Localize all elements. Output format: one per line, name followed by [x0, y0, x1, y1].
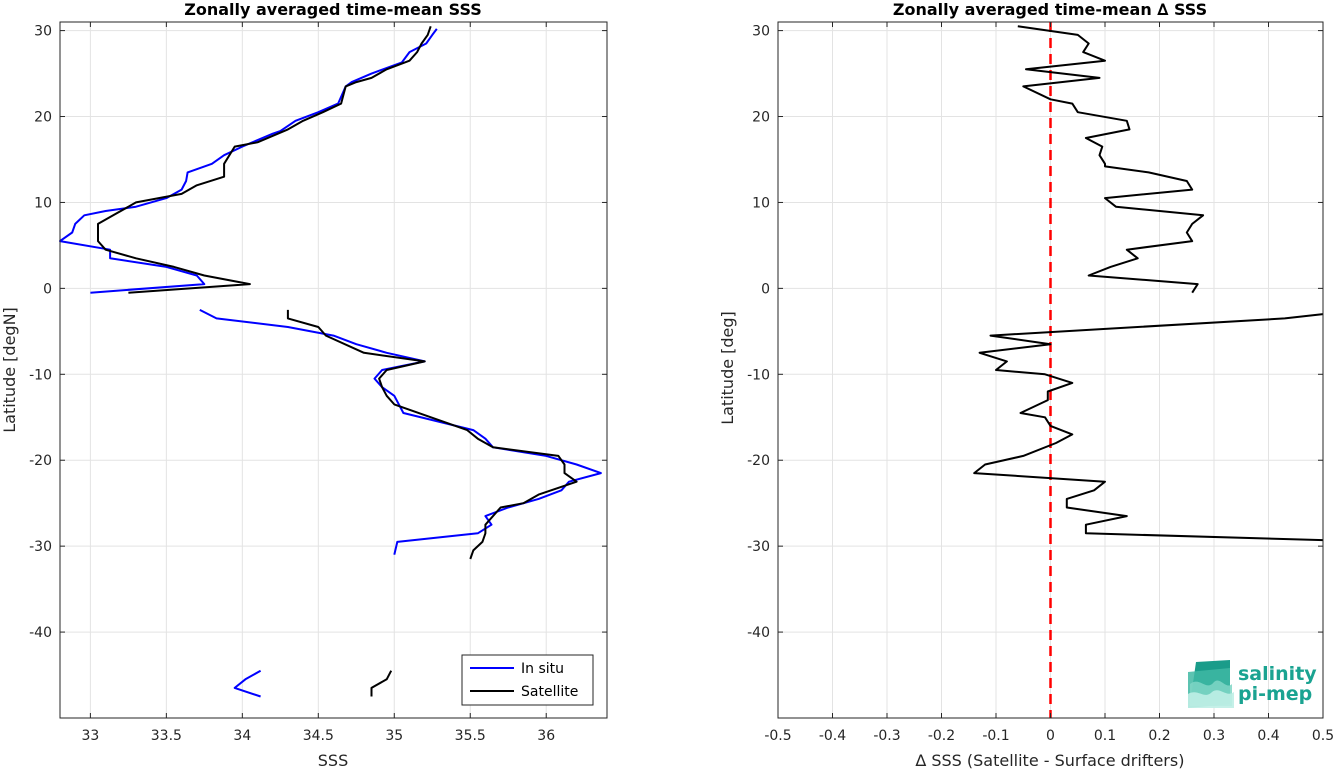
sss-x-tick-label: 33.5 [151, 728, 182, 744]
legend-box [461, 654, 594, 706]
delta-sss-x-tick-label: -0.5 [764, 728, 791, 744]
in-situ-line [59, 28, 438, 294]
sss-y-tick-label: -10 [29, 367, 52, 383]
sss-y-tick-label: 20 [34, 110, 52, 126]
sss-series [59, 25, 602, 698]
delta-sss-x-axis-label: ∆ SSS (Satellite - Surface drifters) [915, 751, 1185, 769]
delta-sss-x-tick-label: 0.3 [1203, 728, 1225, 744]
sss-y-tick-label: -40 [29, 625, 52, 641]
legend-satellite-label: Satellite [521, 684, 578, 700]
sss-x-tick-label: 35.5 [455, 728, 486, 744]
delta-sss-y-tick-label: 30 [752, 24, 770, 40]
delta-sss-y-tick-label: -40 [747, 625, 770, 641]
delta-sss-x-tick-label: -0.3 [873, 728, 900, 744]
delta-line [973, 313, 1324, 542]
delta-sss-x-tick-label: -0.4 [819, 728, 846, 744]
delta-sss-x-tick-label: 0 [1046, 728, 1055, 744]
logo-line2: pi-mep [1238, 683, 1312, 705]
sss-x-tick-label: 34.5 [303, 728, 334, 744]
sss-tick-labels: 33 33.5 34 34.5 35 35.5 36 30 20 10 0 -10 -20 -30 -40 [29, 22, 607, 744]
sss-y-axis-label: Latitude [degN] [0, 307, 19, 433]
delta-sss-y-tick-label: -20 [747, 453, 770, 469]
delta-sss-x-tick-label: 0.2 [1148, 728, 1170, 744]
sss-x-tick-label: 36 [537, 728, 555, 744]
delta-sss-y-tick-label: 0 [761, 281, 770, 297]
delta-sss-x-tick-label: 0.5 [1312, 728, 1334, 744]
delta-sss-panel: -0.5 -0.4 -0.3 -0.2 -0.1 0 0.1 0.2 0.3 0.4 0.5 30 20… [718, 0, 1334, 769]
delta-sss-x-tick-label: -0.1 [982, 728, 1009, 744]
delta-sss-tick-labels: -0.5 -0.4 -0.3 -0.2 -0.1 0 0.1 0.2 0.3 0.4 0.5 30 20… [747, 22, 1334, 744]
delta-sss-x-tick-label: -0.2 [928, 728, 955, 744]
sss-panel: 33 33.5 34 34.5 35 35.5 363020100-10-20-30-40 … [0, 0, 608, 769]
logo-wave-icon [1188, 660, 1234, 708]
satellite-line [370, 670, 393, 697]
logo-line1: salinity [1238, 663, 1317, 685]
delta-sss-x-tick-label: 0.1 [1094, 728, 1116, 744]
sss-y-tick-label: 30 [34, 24, 52, 40]
salinity-pi-mep-logo: salinity pi-mep [1188, 660, 1317, 708]
delta-line [1017, 25, 1205, 294]
sss-y-tick-label: 0 [43, 281, 52, 297]
sss-x-tick-label: 34 [233, 728, 251, 744]
sss-plot-area [60, 22, 607, 718]
sss-x-tick-label: 33 [81, 728, 99, 744]
sss-x-tick-label: 35 [385, 728, 403, 744]
delta-sss-grid [777, 22, 1324, 718]
delta-sss-x-tick-label: 0.4 [1257, 728, 1279, 744]
sss-axes-box [59, 21, 608, 719]
delta-sss-y-axis-label: Latitude [deg] [718, 311, 737, 425]
sss-y-tick-label: -30 [29, 539, 52, 555]
delta-sss-y-tick-label: 10 [752, 195, 770, 211]
sss-chart-title: Zonally averaged time-mean SSS [184, 0, 482, 19]
sss-legend: In situ Satellite [461, 654, 594, 706]
delta-sss-y-tick-label: -30 [747, 539, 770, 555]
legend-insitu-label: In situ [521, 661, 564, 677]
delta-sss-chart-title: Zonally averaged time-mean ∆ SSS [893, 0, 1207, 19]
in-situ-line [199, 309, 602, 555]
delta-sss-y-tick-label: -10 [747, 367, 770, 383]
sss-x-axis-label: SSS [318, 751, 348, 769]
sss-y-tick-label: 10 [34, 195, 52, 211]
satellite-line [97, 25, 432, 294]
delta-sss-y-tick-label: 20 [752, 110, 770, 126]
delta-sss-series [973, 22, 1324, 718]
sss-y-tick-label: -20 [29, 453, 52, 469]
in-situ-line [233, 669, 262, 698]
satellite-line [286, 309, 578, 560]
